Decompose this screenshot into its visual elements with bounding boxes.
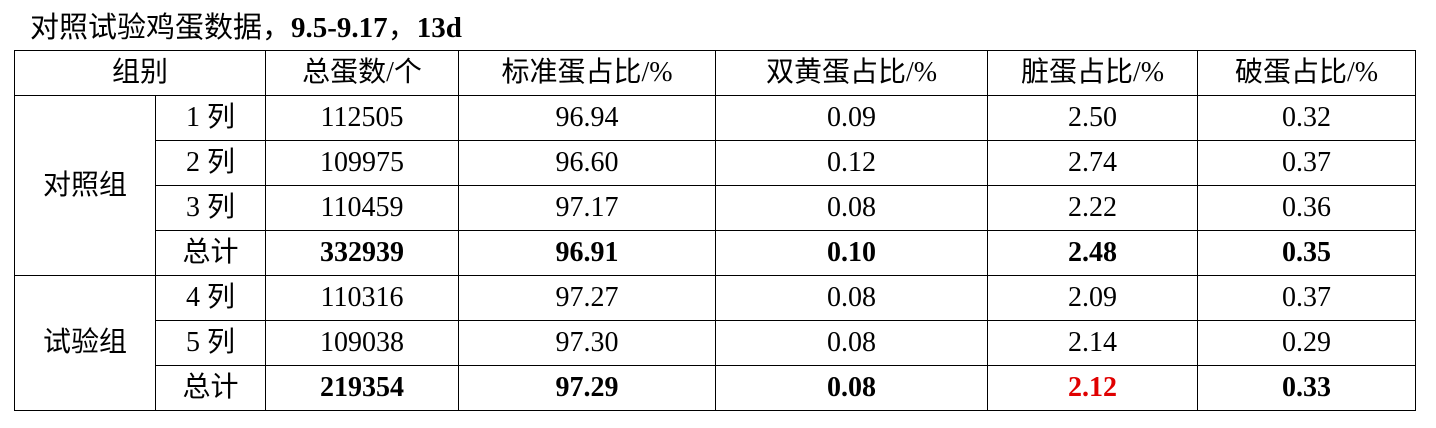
table-cell: 0.37 [1197, 140, 1417, 186]
table-cell: 0.08 [715, 185, 989, 231]
table-row: 2 列 109975 96.60 0.12 2.74 0.37 [15, 140, 1417, 186]
header-group: 组别 [13, 50, 267, 96]
table-cell: 0.32 [1197, 95, 1417, 141]
header-double-yolk: 双黄蛋占比/% [715, 50, 989, 96]
row-label: 1 列 [154, 95, 267, 141]
table-cell: 0.10 [715, 230, 989, 276]
table-row: 3 列 110459 97.17 0.08 2.22 0.36 [15, 185, 1417, 231]
table-cell: 109975 [265, 140, 460, 186]
table-row: 试验组 4 列 110316 97.27 0.08 2.09 0.37 [14, 275, 1417, 411]
document-title: 对照试验鸡蛋数据，9.5-9.17，13d [30, 12, 462, 44]
table-cell: 96.60 [458, 140, 717, 186]
row-label: 总计 [154, 365, 267, 411]
table-cell: 0.33 [1197, 365, 1417, 411]
table-cell: 2.14 [987, 320, 1199, 366]
header-broken: 破蛋占比/% [1197, 50, 1417, 96]
table-cell: 0.08 [715, 275, 989, 321]
table-row: 总计 219354 97.29 0.08 2.12 0.33 [15, 365, 1417, 411]
table-cell: 2.74 [987, 140, 1199, 186]
table-row: 对照组 1 列 112505 96.94 0.09 2.50 0.32 [14, 95, 1417, 276]
table-cell: 97.27 [458, 275, 717, 321]
table-row: 总计 332939 96.91 0.10 2.48 0.35 [15, 230, 1417, 276]
table-cell: 2.50 [987, 95, 1199, 141]
table-cell: 0.08 [715, 365, 989, 411]
table-cell: 2.12 [987, 365, 1199, 411]
table-cell: 332939 [265, 230, 460, 276]
table-cell: 0.37 [1197, 275, 1417, 321]
egg-data-table: 组别 总蛋数/个 标准蛋占比/% 双黄蛋占比/% 脏蛋占比/% 破蛋占比/% 对… [13, 50, 1417, 411]
table-row: 5 列 109038 97.30 0.08 2.14 0.29 [15, 320, 1417, 366]
table-cell: 0.09 [715, 95, 989, 141]
table-cell: 97.29 [458, 365, 717, 411]
table-cell: 0.29 [1197, 320, 1417, 366]
table-cell: 112505 [265, 95, 460, 141]
row-label: 2 列 [154, 140, 267, 186]
table-cell: 219354 [265, 365, 460, 411]
table-cell: 97.17 [458, 185, 717, 231]
table-cell: 0.12 [715, 140, 989, 186]
table-cell: 96.91 [458, 230, 717, 276]
header-total: 总蛋数/个 [265, 50, 460, 96]
table-cell: 0.08 [715, 320, 989, 366]
row-label: 3 列 [154, 185, 267, 231]
row-label: 5 列 [154, 320, 267, 366]
table-cell: 2.09 [987, 275, 1199, 321]
table-cell: 2.48 [987, 230, 1199, 276]
table-cell: 97.30 [458, 320, 717, 366]
table-cell: 109038 [265, 320, 460, 366]
table-cell: 0.35 [1197, 230, 1417, 276]
header-standard: 标准蛋占比/% [458, 50, 717, 96]
row-label: 总计 [154, 230, 267, 276]
header-row: 组别 总蛋数/个 标准蛋占比/% 双黄蛋占比/% 脏蛋占比/% 破蛋占比/% [13, 50, 1417, 96]
header-dirty: 脏蛋占比/% [987, 50, 1199, 96]
group-name: 对照组 [14, 95, 156, 276]
group-name: 试验组 [14, 275, 156, 411]
table-cell: 110459 [265, 185, 460, 231]
table-cell: 2.22 [987, 185, 1199, 231]
table-cell: 110316 [265, 275, 460, 321]
table-cell: 0.36 [1197, 185, 1417, 231]
table-cell: 96.94 [458, 95, 717, 141]
row-label: 4 列 [154, 275, 267, 321]
